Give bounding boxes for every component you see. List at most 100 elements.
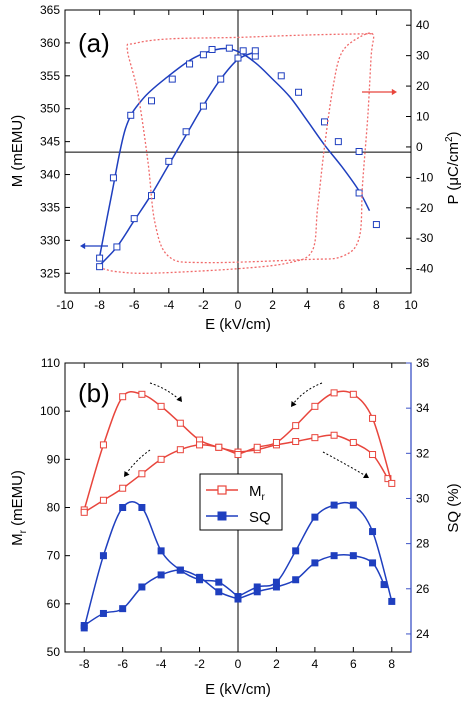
panel-a-ytick-left-label: 345: [40, 135, 60, 149]
panel-b-curve-mr: [237, 434, 389, 479]
panel-b-direction-arrow-head: [124, 471, 130, 477]
panel-b-marker-sq: [349, 501, 357, 509]
panel-b-marker-mr: [292, 438, 300, 446]
panel-a-marker: [96, 254, 104, 262]
panel-a-ytick-right-label: 0: [416, 140, 423, 154]
panel-a-xtick-label: -2: [198, 298, 209, 312]
panel-a-marker: [130, 215, 138, 223]
panel-b-ylabel-left-main: M: [9, 533, 26, 546]
panel-a-ylabel-right: P (μC/cm2): [444, 131, 462, 204]
panel-b-marker-mr: [311, 402, 319, 410]
panel-b-ytick-left-label: 80: [47, 501, 61, 515]
panel-b-marker-sq: [330, 552, 338, 560]
panel-b-direction-arrow-head: [291, 401, 297, 407]
panel-b-ytick-left-label: 100: [40, 404, 60, 418]
panel-b-marker-mr: [157, 402, 165, 410]
panel-a-ylabel-right-sup: 2: [444, 136, 455, 142]
panel-b-ylabel-right: SQ (%): [445, 483, 462, 532]
panel-a-xtick-label: 4: [304, 298, 311, 312]
panel-a-ytick-right-label: 20: [416, 79, 430, 93]
panel-b-direction-arrow: [292, 382, 323, 405]
panel-b-marker-mr: [119, 484, 127, 492]
panel-b-xlabel: E (kV/cm): [205, 681, 271, 698]
panel-a-ytick-right-label: -40: [416, 262, 434, 276]
panel-b-marker-sq: [311, 559, 319, 567]
panel-b: -8 -6 -4 -2 0 2 4 6 8506070809010011024262830323…: [9, 356, 462, 698]
panel-b-marker-sq: [369, 528, 377, 536]
panel-b-marker-mr: [196, 441, 204, 449]
panel-b-marker-sq: [176, 566, 184, 574]
panel-b-ytick-left-label: 70: [47, 549, 61, 563]
panel-a-marker: [334, 138, 342, 146]
panel-a-label: (a): [78, 28, 110, 58]
panel-a: -10 -8 -6 -4 -2 0 2 4 6 8 103253303353403453503553…: [9, 3, 462, 333]
panel-b-marker-sq: [157, 547, 165, 555]
panel-b-legend: Mr SQ: [199, 473, 283, 531]
panel-b-marker-sq: [292, 547, 300, 555]
panel-a-marker: [148, 97, 155, 105]
panel-b-ytick-right-label: 32: [416, 446, 430, 460]
panel-a-marker: [355, 189, 363, 197]
panel-b-ytick-left-label: 90: [47, 452, 61, 466]
panel-b-marker-sq: [119, 605, 127, 613]
legend-sq-label: SQ: [249, 509, 271, 526]
panel-b-series: [80, 389, 396, 632]
panel-a-xtick-label: -6: [129, 298, 140, 312]
panel-a-ylabel-right-main: P (μC/cm: [445, 142, 462, 205]
panel-b-marker-sq: [369, 559, 377, 567]
panel-a-arrows: [80, 88, 397, 250]
panel-b-marker-mr: [176, 446, 184, 454]
panel-a-marker: [208, 45, 216, 53]
panel-b-marker-mr: [138, 470, 146, 478]
panel-b-marker-sq: [292, 576, 300, 584]
panel-a-magnetization-curve-1: [99, 51, 256, 266]
panel-b-marker-mr: [349, 438, 357, 446]
panel-a-xtick-label: 0: [235, 298, 242, 312]
panel-a-marker: [217, 75, 225, 83]
panel-a-xlabel: E (kV/cm): [205, 316, 271, 333]
panel-a-ytick-left-label: 355: [40, 69, 60, 83]
panel-a-ytick-right-label: 30: [416, 49, 430, 63]
panel-b-marker-sq: [196, 573, 204, 581]
panel-a-ylabel-left: M (mEMU): [9, 115, 26, 187]
panel-a-ytick-right-label: -10: [416, 170, 434, 184]
panel-b-xtick-label: 2: [273, 657, 280, 671]
panel-b-marker-mr: [349, 390, 357, 398]
panel-a-marker: [182, 128, 190, 136]
panel-b-marker-mr: [369, 414, 377, 422]
panel-a-marker: [109, 174, 117, 182]
panel-a-xtick-label: -10: [56, 298, 74, 312]
panel-b-marker-sq: [99, 552, 107, 560]
panel-a-ylabel-right-tail: ): [445, 131, 462, 136]
panel-b-marker-sq: [99, 609, 107, 617]
panel-a-series: [96, 32, 380, 274]
panel-a-ytick-left-label: 365: [40, 3, 60, 17]
panel-b-marker-mr: [80, 508, 88, 516]
panel-b-marker-sq: [80, 622, 88, 630]
panel-a-marker: [113, 243, 121, 251]
panel-a-ytick-left-label: 340: [40, 168, 60, 182]
panel-b-marker-mr: [272, 438, 280, 446]
panel-b-marker-mr: [138, 390, 146, 398]
panel-a-marker: [355, 148, 363, 155]
legend-sq-marker: [217, 511, 227, 521]
panel-b-marker-sq: [388, 597, 396, 605]
panel-a-ytick-left-label: 350: [40, 102, 60, 116]
panel-b-marker-mr: [119, 393, 127, 401]
panel-a-marker: [165, 157, 173, 165]
panel-a-xtick-label: 8: [373, 298, 380, 312]
panel-a-marker: [372, 221, 380, 229]
panel-b-xtick-label: 8: [388, 657, 395, 671]
panel-a-ytick-right-label: 10: [416, 110, 430, 124]
panel-b-marker-sq: [157, 571, 165, 579]
panel-a-xtick-label: 2: [269, 298, 276, 312]
panel-b-xtick-label: 4: [312, 657, 319, 671]
panel-b-ytick-right-label: 28: [416, 537, 430, 551]
panel-b-marker-mr: [99, 496, 107, 504]
panel-b-ytick-right-label: 24: [416, 627, 430, 641]
panel-a-ytick-left-label: 335: [40, 200, 60, 214]
panel-a-polarization-loop: [102, 32, 375, 274]
panel-a-ticks: -10 -8 -6 -4 -2 0 2 4 6 8 103253303353403453503553…: [40, 3, 434, 312]
panel-a-marker: [225, 44, 233, 52]
panel-b-ytick-right-label: 26: [416, 582, 430, 596]
